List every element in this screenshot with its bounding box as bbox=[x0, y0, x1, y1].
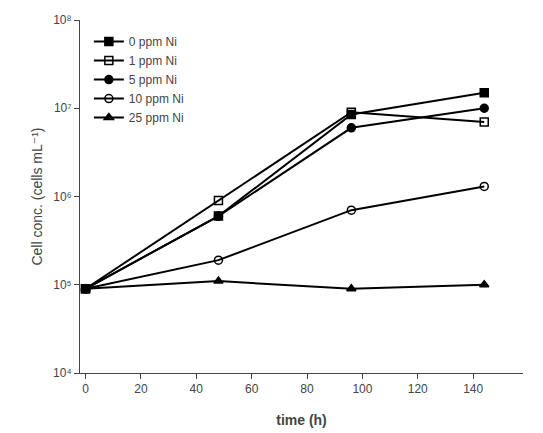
svg-text:120: 120 bbox=[408, 382, 428, 396]
svg-text:10⁶: 10⁶ bbox=[53, 190, 71, 204]
svg-text:80: 80 bbox=[300, 382, 314, 396]
svg-text:0 ppm Ni: 0 ppm Ni bbox=[129, 35, 177, 49]
svg-text:140: 140 bbox=[463, 382, 483, 396]
svg-text:60: 60 bbox=[245, 382, 259, 396]
svg-text:0: 0 bbox=[82, 382, 89, 396]
svg-text:10⁵: 10⁵ bbox=[53, 278, 71, 292]
svg-text:Cell conc. (cells mL⁻¹): Cell conc. (cells mL⁻¹) bbox=[29, 127, 45, 265]
svg-text:100: 100 bbox=[352, 382, 372, 396]
svg-text:10⁸: 10⁸ bbox=[53, 13, 71, 27]
svg-text:25 ppm Ni: 25 ppm Ni bbox=[129, 111, 184, 125]
svg-text:time (h): time (h) bbox=[276, 412, 327, 428]
svg-text:10⁴: 10⁴ bbox=[53, 366, 72, 380]
svg-text:10⁷: 10⁷ bbox=[54, 101, 72, 115]
svg-text:40: 40 bbox=[190, 382, 204, 396]
svg-text:1 ppm Ni: 1 ppm Ni bbox=[129, 54, 177, 68]
svg-text:10 ppm Ni: 10 ppm Ni bbox=[129, 92, 184, 106]
svg-text:5 ppm Ni: 5 ppm Ni bbox=[129, 73, 177, 87]
svg-text:20: 20 bbox=[134, 382, 148, 396]
